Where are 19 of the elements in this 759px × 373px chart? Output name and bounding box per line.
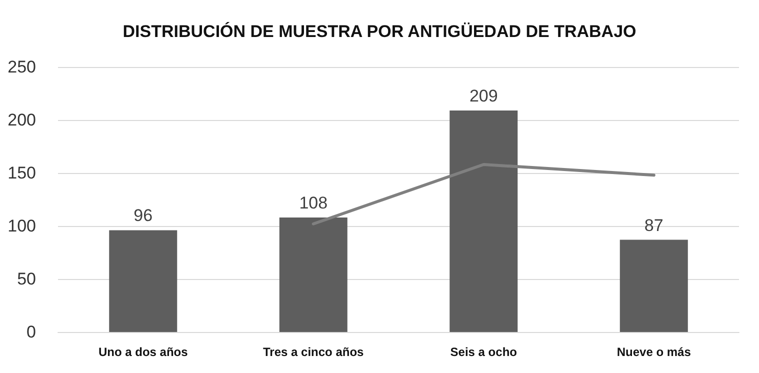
data-label: 87 (644, 216, 664, 235)
bar (450, 110, 518, 332)
y-tick-label: 150 (8, 164, 36, 182)
y-tick-label: 50 (17, 270, 36, 288)
bar (279, 218, 348, 332)
data-label: 209 (469, 86, 498, 106)
data-label: 96 (134, 206, 153, 226)
x-tick-label: Seis a ocho (450, 345, 517, 359)
y-tick-label: 0 (26, 322, 36, 342)
x-tick-label: Nueve o más (616, 345, 692, 359)
y-tick-label: 100 (8, 216, 36, 236)
bar (620, 240, 688, 332)
chart-title: DISTRIBUCIÓN DE MUESTRA POR ANTIGÜEDAD DE TRABAJO (122, 21, 636, 41)
y-tick-label: 250 (8, 58, 36, 76)
x-tick-label: Tres a cinco años (263, 345, 364, 359)
y-tick-label: 200 (8, 110, 36, 130)
data-label: 108 (299, 194, 328, 213)
bar (109, 230, 178, 332)
x-tick-label: Uno a dos años (98, 345, 188, 359)
